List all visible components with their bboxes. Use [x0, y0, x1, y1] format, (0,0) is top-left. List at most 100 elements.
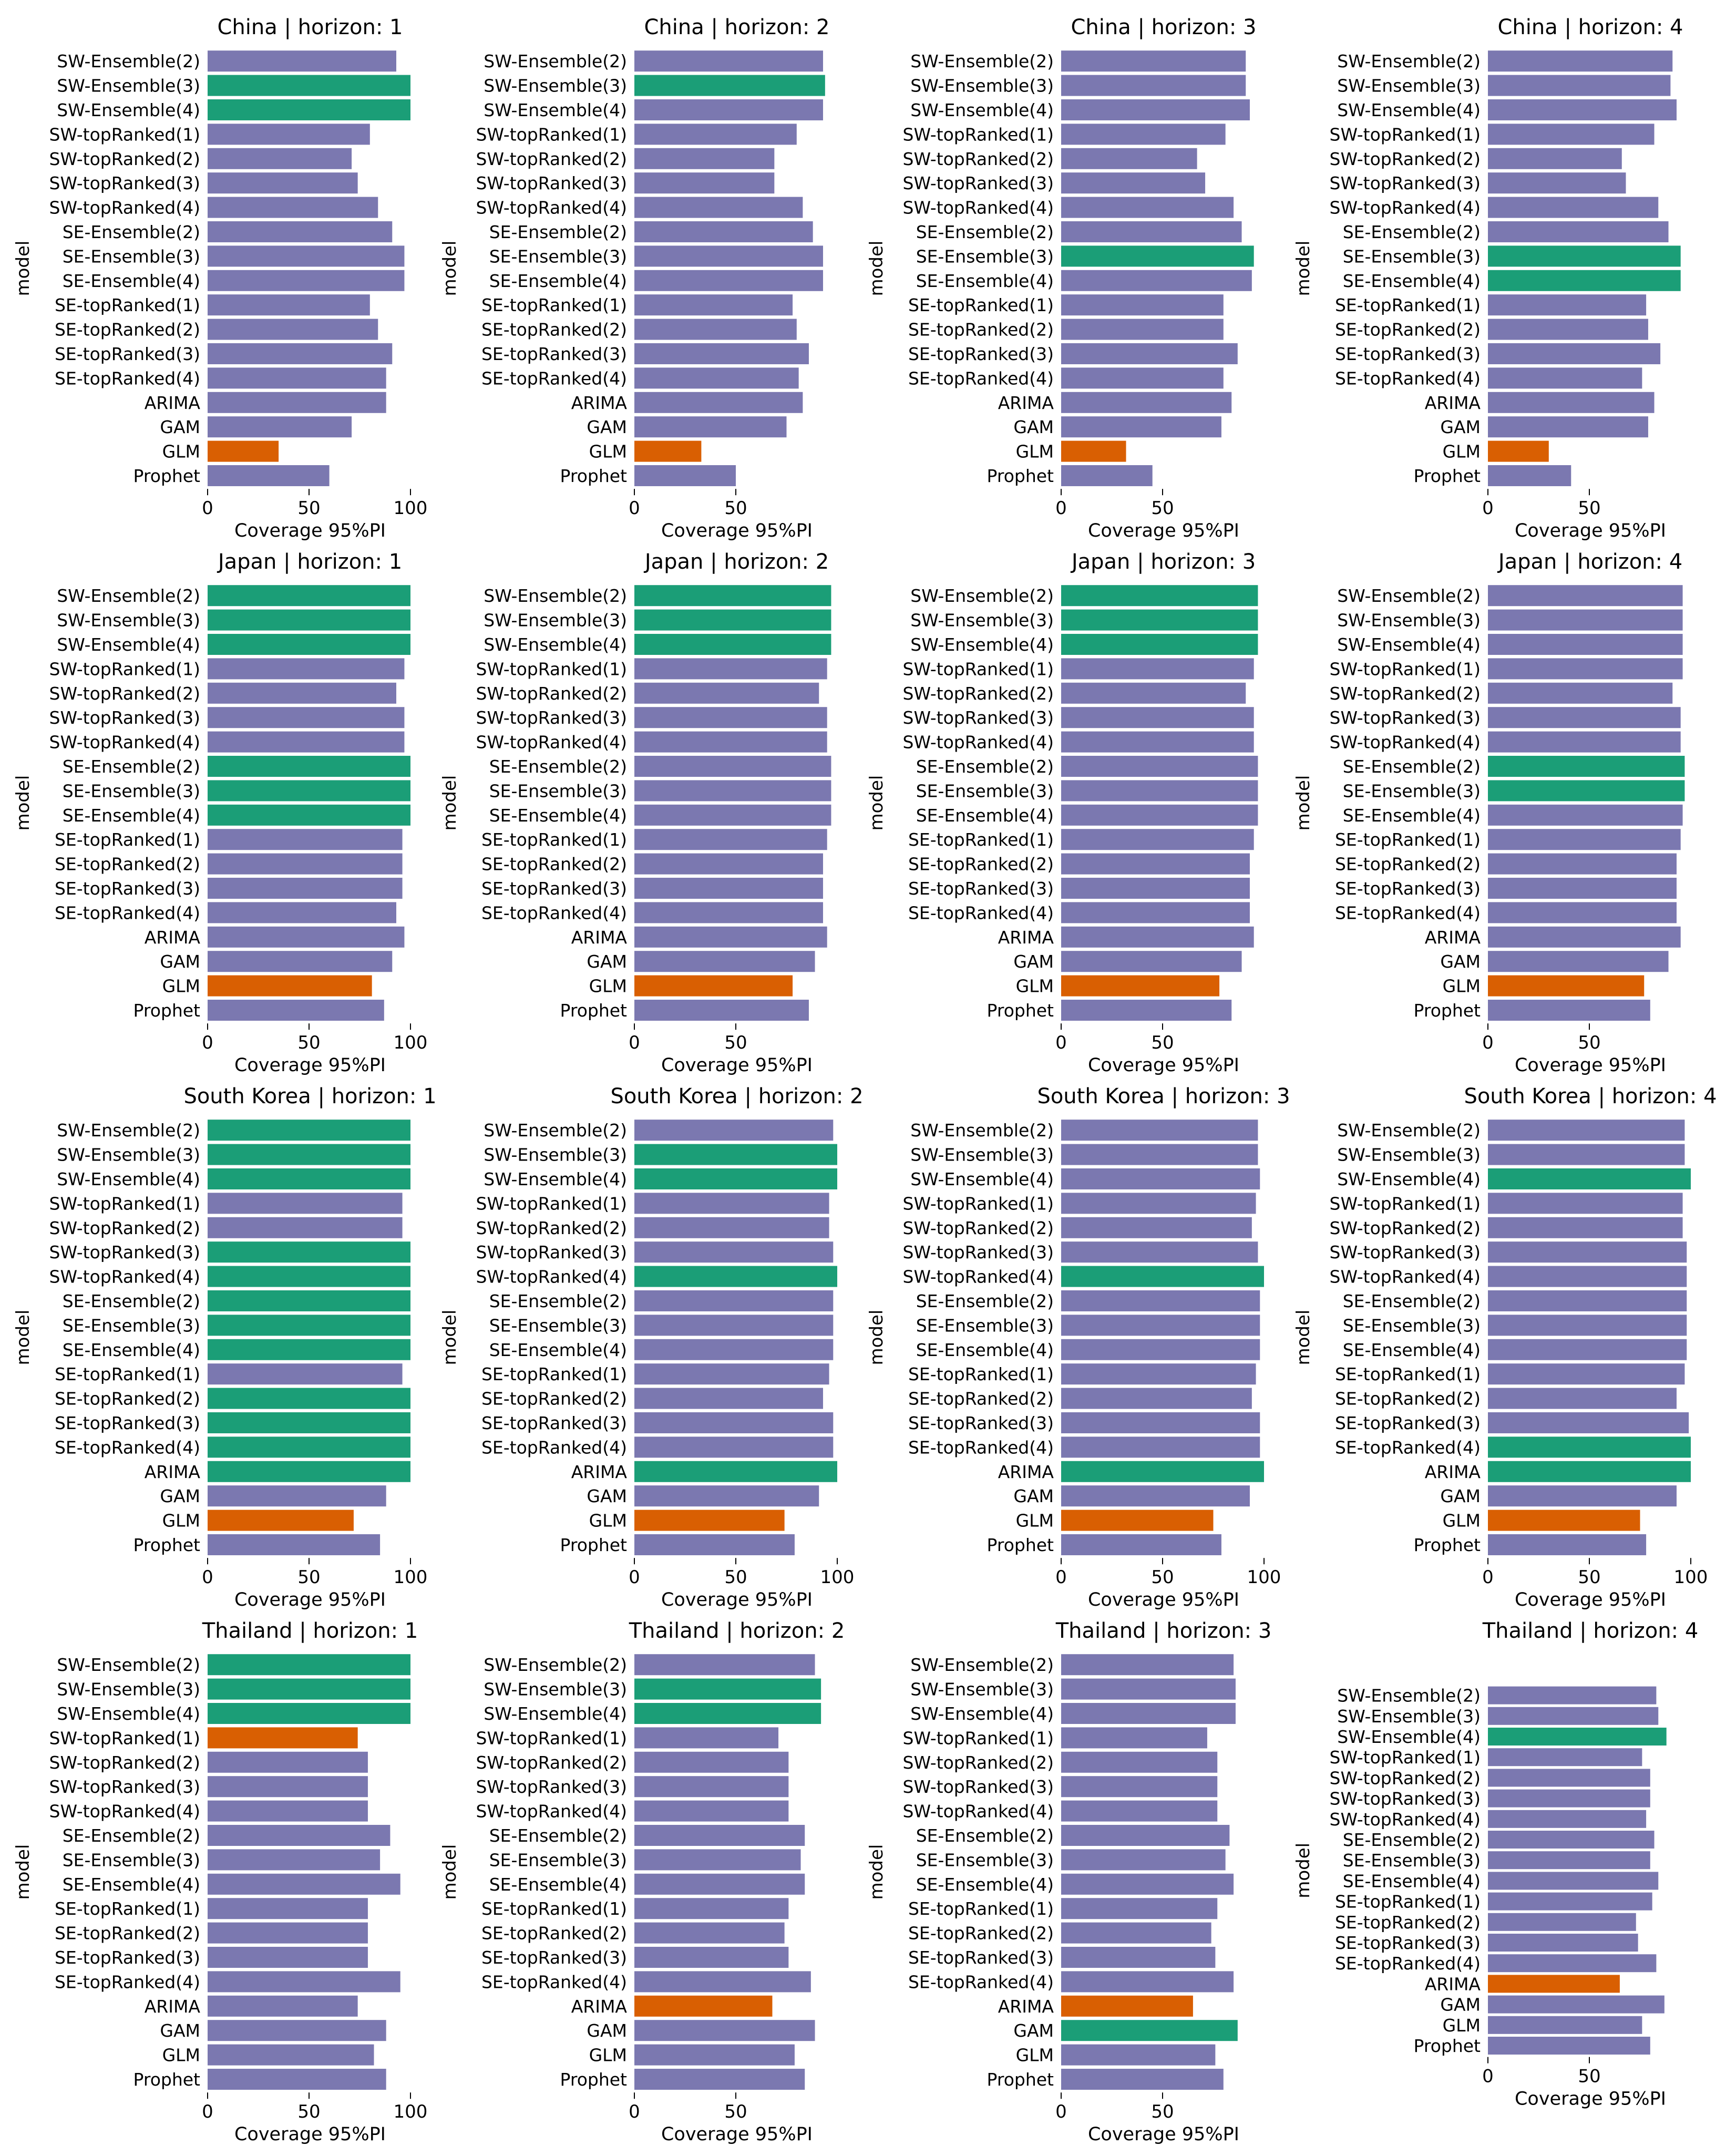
- category-label: SW-Ensemble(3): [910, 76, 1054, 96]
- bar-sw-topranked4: [1061, 1266, 1264, 1287]
- category-label: GAM: [160, 1486, 200, 1506]
- category-label: GAM: [1440, 417, 1481, 437]
- bar-se-topranked2: [1488, 1913, 1636, 1931]
- bar-se-topranked3: [1488, 1412, 1689, 1433]
- category-label: ARIMA: [145, 1462, 201, 1482]
- category-label: SW-Ensemble(4): [57, 634, 200, 655]
- bar-se-ensemble2: [634, 1825, 805, 1846]
- bar-sw-topranked3: [208, 707, 405, 728]
- category-label: GAM: [160, 951, 200, 972]
- bar-prophet: [1061, 1000, 1232, 1021]
- x-tick-label: 0: [202, 498, 213, 519]
- subplot-title: China | horizon: 4: [1497, 15, 1683, 39]
- category-label: SE-topRanked(1): [481, 829, 627, 850]
- category-label: SW-Ensemble(4): [57, 1169, 200, 1189]
- bar-prophet: [634, 1000, 809, 1021]
- subplot-7: Japan | horizon: 3 model SW-Ensemble(2) SW-…: [866, 550, 1258, 1076]
- bar-se-ensemble3: [1061, 780, 1258, 802]
- category-label: SW-topRanked(3): [1330, 1242, 1481, 1262]
- bar-gam: [208, 2020, 386, 2041]
- category-label: SW-Ensemble(3): [57, 76, 200, 96]
- bar-sw-ensemble2: [634, 1654, 815, 1676]
- category-label: Prophet: [133, 466, 201, 486]
- bar-prophet: [1488, 2037, 1650, 2055]
- category-label: SE-topRanked(4): [908, 1972, 1054, 1992]
- bar-se-topranked3: [208, 343, 393, 364]
- bar-sw-ensemble2: [208, 1120, 410, 1141]
- category-label: SE-Ensemble(2): [1343, 756, 1481, 777]
- bar-sw-ensemble2: [1488, 1686, 1657, 1705]
- bar-se-ensemble3: [1061, 245, 1254, 267]
- category-label: ARIMA: [998, 1462, 1054, 1482]
- category-label: SE-topRanked(2): [908, 1389, 1054, 1409]
- bar-se-ensemble4: [634, 804, 831, 826]
- bar-arima: [1488, 392, 1655, 413]
- bar-se-topranked4: [1488, 1954, 1657, 1973]
- bar-sw-topranked1: [1488, 658, 1683, 680]
- y-axis-label: model: [439, 1310, 460, 1366]
- x-tick-label: 50: [1578, 498, 1600, 519]
- bar-se-topranked1: [208, 294, 370, 316]
- bar-se-topranked3: [634, 1412, 834, 1433]
- bar-se-ensemble4: [208, 804, 410, 826]
- category-label: SE-Ensemble(3): [489, 246, 627, 266]
- category-label: SW-topRanked(4): [903, 1267, 1054, 1287]
- category-label: SW-topRanked(1): [49, 1193, 201, 1214]
- category-label: GLM: [1443, 442, 1481, 462]
- bar-se-ensemble2: [1061, 1825, 1230, 1846]
- category-label: Prophet: [133, 1535, 201, 1555]
- bar-se-topranked1: [634, 1898, 789, 1919]
- category-label: ARIMA: [998, 927, 1054, 948]
- category-label: SW-topRanked(3): [476, 1777, 628, 1797]
- bar-se-topranked2: [1061, 319, 1224, 340]
- x-tick-label: 50: [1151, 2101, 1174, 2122]
- bar-se-topranked3: [1061, 343, 1238, 364]
- category-label: SE-Ensemble(2): [916, 1825, 1054, 1846]
- category-label: SW-topRanked(2): [49, 683, 201, 704]
- category-label: SE-Ensemble(2): [489, 756, 627, 777]
- category-label: SE-Ensemble(4): [916, 271, 1054, 291]
- bar-sw-ensemble4: [1061, 634, 1258, 655]
- x-axis-label: Coverage 95%PI: [234, 1589, 386, 1610]
- category-label: SE-topRanked(1): [1335, 1892, 1481, 1912]
- bar-sw-ensemble4: [208, 1703, 410, 1724]
- bar-se-topranked2: [208, 1922, 368, 1944]
- category-label: SE-topRanked(3): [1335, 1413, 1481, 1433]
- bar-sw-ensemble2: [1488, 1120, 1685, 1141]
- category-label: Prophet: [560, 2069, 628, 2090]
- category-label: SE-Ensemble(3): [489, 781, 627, 801]
- bar-se-topranked1: [1488, 829, 1681, 850]
- bar-glm: [208, 440, 279, 462]
- bar-arima: [1488, 926, 1681, 948]
- x-tick-label: 50: [724, 1567, 747, 1588]
- bar-sw-ensemble4: [1488, 634, 1683, 655]
- subplot-title: South Korea | horizon: 2: [610, 1084, 863, 1108]
- category-label: ARIMA: [145, 393, 201, 413]
- bar-glm: [1488, 975, 1645, 997]
- bar-sw-topranked1: [634, 124, 797, 145]
- category-label: SE-topRanked(4): [1335, 1953, 1481, 1974]
- category-label: SE-topRanked(4): [1335, 1437, 1481, 1457]
- category-label: SE-Ensemble(4): [63, 1874, 200, 1895]
- bar-se-topranked4: [634, 1971, 811, 1993]
- category-label: SE-Ensemble(4): [489, 1874, 627, 1895]
- category-label: ARIMA: [571, 1996, 628, 2017]
- bar-sw-topranked4: [208, 731, 405, 753]
- bar-prophet: [208, 2069, 386, 2090]
- bar-sw-topranked4: [1061, 1800, 1218, 1822]
- subplot-title: South Korea | horizon: 4: [1464, 1084, 1717, 1108]
- category-label: SW-topRanked(2): [903, 1752, 1054, 1773]
- bar-gam: [634, 951, 815, 972]
- category-label: Prophet: [133, 1000, 201, 1021]
- bar-se-ensemble3: [1061, 1315, 1260, 1336]
- category-label: SW-topRanked(3): [476, 707, 628, 728]
- bar-se-topranked4: [1488, 902, 1677, 923]
- y-axis-label: model: [1293, 775, 1314, 831]
- category-label: ARIMA: [571, 1462, 628, 1482]
- category-label: SW-topRanked(2): [476, 1752, 628, 1773]
- x-axis-label: Coverage 95%PI: [1088, 2124, 1239, 2145]
- category-label: SW-topRanked(2): [49, 1752, 201, 1773]
- subplot-9: South Korea | horizon: 1 model SW-Ensemble…: [13, 1084, 437, 1610]
- bar-arima: [1061, 1995, 1193, 2017]
- subplot-title: Thailand | horizon: 1: [202, 1619, 418, 1643]
